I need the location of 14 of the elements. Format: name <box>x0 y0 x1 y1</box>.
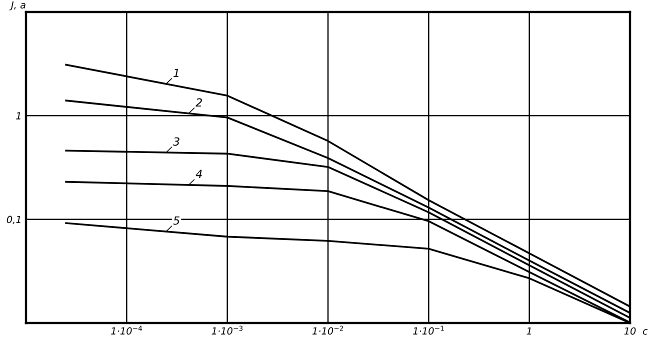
x-tick-label: 1·10$^{−4}$ <box>111 326 142 335</box>
x-tick-label: 1·10$^{−2}$ <box>312 326 344 335</box>
x-tick-label: 10 <box>624 327 636 335</box>
y-axis-title: J, a <box>9 1 26 10</box>
series-label: 1 <box>174 68 178 77</box>
x-tick-label: 1·10$^{−1}$ <box>413 326 444 335</box>
series-label: 4 <box>196 170 202 178</box>
x-tick-label: 1 <box>526 327 531 335</box>
y-tick-label: 0,1 <box>6 216 20 224</box>
x-axis-title: с <box>642 329 648 335</box>
series-label: 2 <box>196 98 202 106</box>
series-label: 5 <box>173 216 180 225</box>
x-tick-label: 1·10$^{−3}$ <box>212 326 243 335</box>
series-label: 3 <box>173 137 180 146</box>
